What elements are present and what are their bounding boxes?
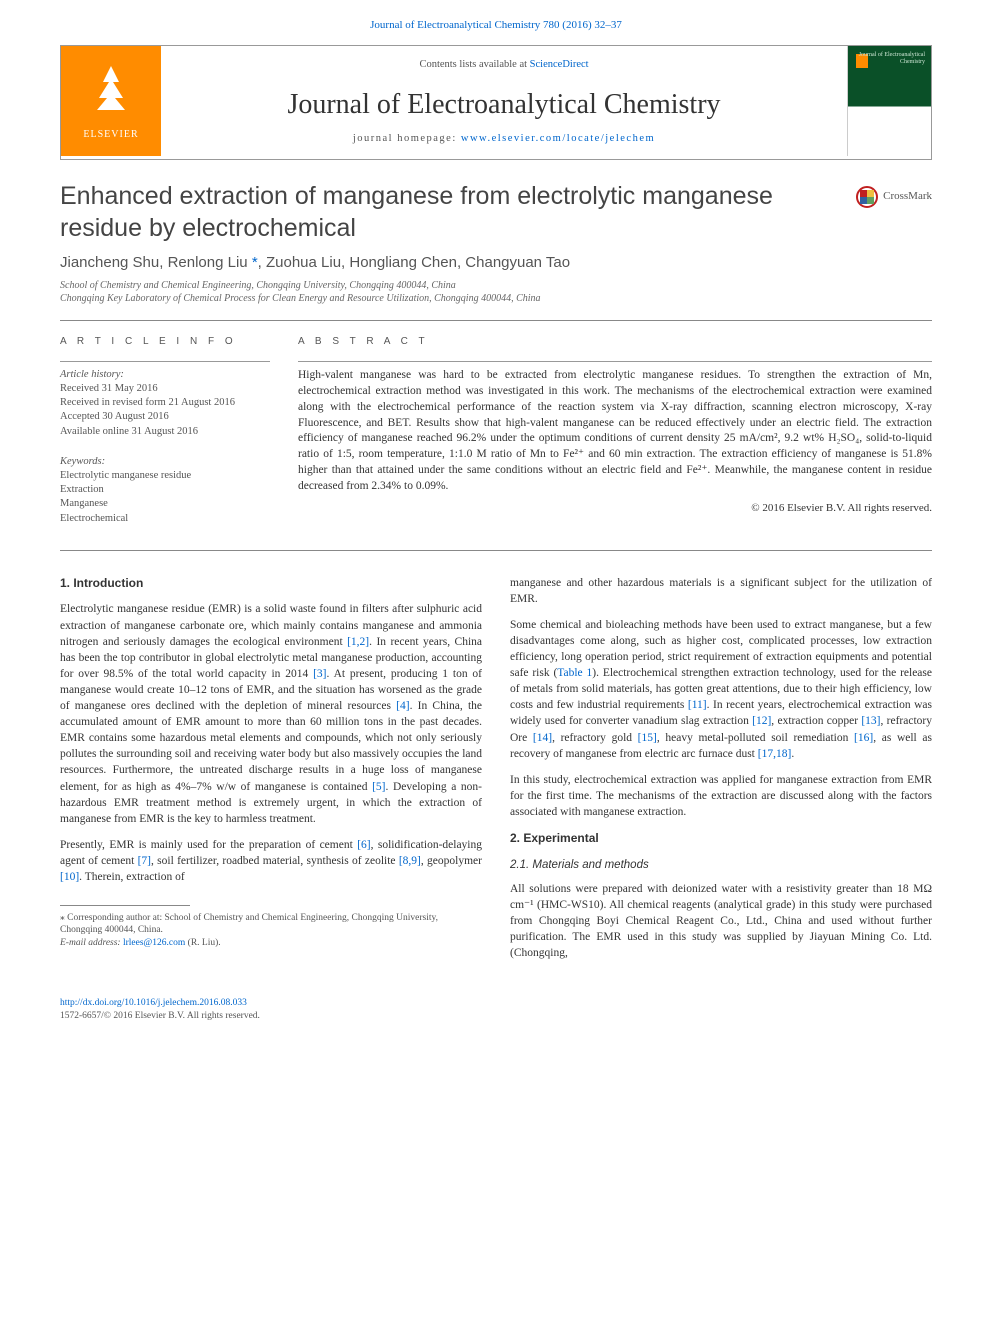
keyword-4: Electrochemical [60,512,270,526]
corresponding-footnote: ⁎ Corresponding author at: School of Che… [60,912,482,937]
publisher-name: ELSEVIER [83,128,138,142]
journal-cover-thumbnail: Journal of Electroanalytical Chemistry [847,46,931,156]
elsevier-tree-icon [83,60,139,124]
section-2-heading: 2. Experimental [510,830,932,847]
contents-line: Contents lists available at ScienceDirec… [181,58,827,73]
keywords-label: Keywords: [60,455,270,469]
section-2-1-heading: 2.1. Materials and methods [510,857,932,873]
exp-para-1: All solutions were prepared with deioniz… [510,881,932,961]
ref-15-link[interactable]: [15] [638,732,657,744]
journal-header: ELSEVIER Contents lists available at Sci… [60,45,932,160]
ref-16-link[interactable]: [16] [854,732,873,744]
body-columns: 1. Introduction Electrolytic manganese r… [60,575,932,972]
issn-copyright: 1572-6657/© 2016 Elsevier B.V. All right… [60,1011,260,1021]
affiliation-2: Chongqing Key Laboratory of Chemical Pro… [60,292,932,306]
article-info-heading: A R T I C L E I N F O [60,335,270,349]
sciencedirect-link[interactable]: ScienceDirect [530,59,589,70]
crossmark-badge[interactable]: CrossMark [856,186,932,208]
col2-para-3: In this study, electrochemical extractio… [510,772,932,820]
abstract-text: High-valent manganese was hard to be ext… [298,361,932,495]
intro-para-1: Electrolytic manganese residue (EMR) is … [60,601,482,826]
table-1-link[interactable]: Table 1 [557,667,592,679]
top-journal-ref-link[interactable]: Journal of Electroanalytical Chemistry 7… [370,19,622,31]
keywords-block: Keywords: Electrolytic manganese residue… [60,449,270,526]
ref-6-link[interactable]: [6] [357,839,370,851]
article-history-block: Article history: Received 31 May 2016 Re… [60,361,270,439]
ref-1-2-link[interactable]: [1,2] [347,636,369,648]
email-owner: (R. Liu). [185,938,220,948]
ref-11-link[interactable]: [11] [688,699,707,711]
ref-4-link[interactable]: [4] [396,700,409,712]
ref-17-18-link[interactable]: [17,18] [758,748,792,760]
col2-para-2: Some chemical and bioleaching methods ha… [510,617,932,762]
crossmark-label: CrossMark [883,189,932,204]
email-label: E-mail address: [60,938,123,948]
page-footer: http://dx.doi.org/10.1016/j.jelechem.201… [60,997,932,1023]
authors-text: Jiancheng Shu, Renlong Liu *, Zuohua Liu… [60,254,570,271]
article-history-label: Article history: [60,368,270,382]
rule-top [60,320,932,321]
doi-link[interactable]: http://dx.doi.org/10.1016/j.jelechem.201… [60,998,247,1008]
publisher-logo: ELSEVIER [61,46,161,156]
intro-para-2: Presently, EMR is mainly used for the pr… [60,837,482,885]
ref-5-link[interactable]: [5] [372,781,385,793]
corresponding-asterisk[interactable]: * [252,254,258,271]
email-footnote: E-mail address: lrlees@126.com (R. Liu). [60,937,482,949]
article-info-column: A R T I C L E I N F O Article history: R… [60,335,270,536]
keyword-3: Manganese [60,497,270,511]
abstract-column: A B S T R A C T High-valent manganese wa… [298,335,932,536]
column-left: 1. Introduction Electrolytic manganese r… [60,575,482,972]
history-online: Available online 31 August 2016 [60,425,270,439]
keyword-1: Electrolytic manganese residue [60,469,270,483]
crossmark-icon [856,186,878,208]
ref-8-9-link[interactable]: [8,9] [399,855,421,867]
contents-prefix: Contents lists available at [419,59,529,70]
top-journal-ref: Journal of Electroanalytical Chemistry 7… [0,0,992,45]
ref-3-link[interactable]: [3] [313,668,326,680]
section-1-heading: 1. Introduction [60,575,482,592]
ref-12-link[interactable]: [12] [752,715,771,727]
article-title: Enhanced extraction of manganese from el… [60,180,836,244]
ref-10-link[interactable]: [10] [60,871,79,883]
affiliations: School of Chemistry and Chemical Enginee… [60,279,932,306]
ref-13-link[interactable]: [13] [861,715,880,727]
abstract-heading: A B S T R A C T [298,335,932,349]
homepage-link[interactable]: www.elsevier.com/locate/jelechem [461,133,655,144]
abstract-copyright: © 2016 Elsevier B.V. All rights reserved… [298,501,932,516]
cover-title-text: Journal of Electroanalytical Chemistry [848,52,925,65]
affiliation-1: School of Chemistry and Chemical Enginee… [60,279,932,293]
col2-para-1: manganese and other hazardous materials … [510,575,932,607]
homepage-prefix: journal homepage: [353,133,461,144]
ref-7-link[interactable]: [7] [138,855,151,867]
journal-name: Journal of Electroanalytical Chemistry [181,85,827,124]
header-center: Contents lists available at ScienceDirec… [161,46,847,159]
rule-bottom [60,550,932,551]
ref-14-link[interactable]: [14] [533,732,552,744]
footnote-separator [60,905,190,906]
homepage-line: journal homepage: www.elsevier.com/locat… [181,132,827,147]
footnote-block: ⁎ Corresponding author at: School of Che… [60,912,482,949]
authors-line: Jiancheng Shu, Renlong Liu *, Zuohua Liu… [60,252,932,273]
history-revised: Received in revised form 21 August 2016 [60,396,270,410]
history-accepted: Accepted 30 August 2016 [60,410,270,424]
history-received: Received 31 May 2016 [60,382,270,396]
email-link[interactable]: lrlees@126.com [123,938,185,948]
column-right: manganese and other hazardous materials … [510,575,932,972]
keyword-2: Extraction [60,483,270,497]
